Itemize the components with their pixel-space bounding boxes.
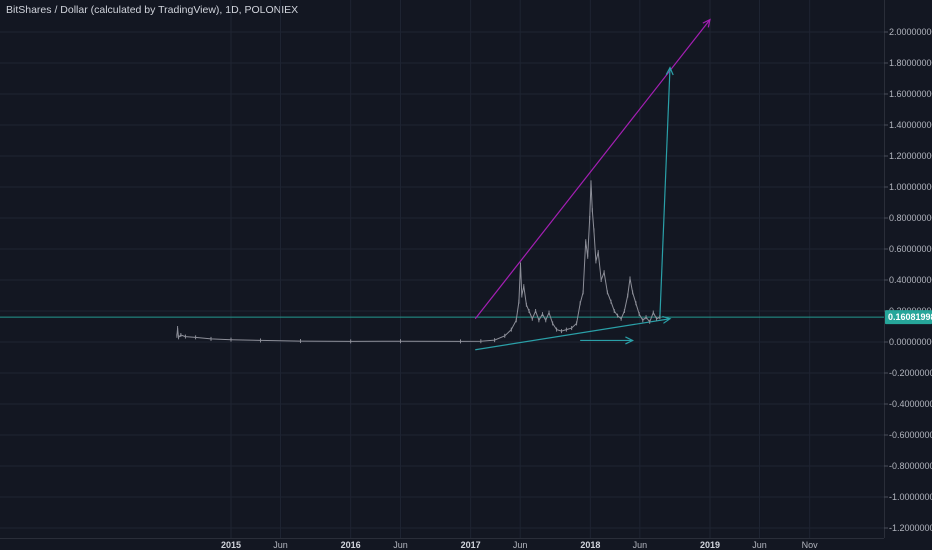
teal-horizontal-arrow[interactable] [580, 336, 635, 345]
price-series [176, 180, 661, 344]
y-tick-label: 1.00000000 [889, 182, 932, 192]
last-price-tag: 0.16081998 [885, 310, 932, 325]
x-tick-label: Jun [513, 540, 528, 550]
y-tick-label: 1.40000000 [889, 120, 932, 130]
x-tick-label: 2018 [580, 540, 600, 550]
y-tick-label: -0.60000000 [889, 430, 932, 440]
teal-support-arrow[interactable] [475, 315, 672, 351]
last-price-indicator: 0.16081998 [885, 310, 932, 325]
x-tick-label: 2016 [341, 540, 361, 550]
y-tick-label: -0.40000000 [889, 399, 932, 409]
y-tick-label: -1.00000000 [889, 492, 932, 502]
x-tick-label: 2017 [461, 540, 481, 550]
y-tick-label: 0.00000000 [889, 337, 932, 347]
chart-title: BitShares / Dollar (calculated by Tradin… [6, 4, 299, 16]
drawing-annotations[interactable] [474, 18, 711, 351]
y-tick-label: 1.20000000 [889, 151, 932, 161]
x-tick-label: Jun [273, 540, 288, 550]
y-tick-label: -0.20000000 [889, 368, 932, 378]
grid [0, 0, 884, 538]
time-axis[interactable]: 2015 Jun 2016 Jun 2017 Jun 2018 Jun 2019 Jun Nov [221, 540, 818, 550]
magenta-trendline-arrow[interactable] [474, 18, 711, 320]
y-tick-label: 0.40000000 [889, 275, 932, 285]
x-tick-label: 2019 [700, 540, 720, 550]
y-tick-label: -0.80000000 [889, 461, 932, 471]
x-tick-label: Jun [393, 540, 408, 550]
y-tick-label: 2.00000000 [889, 27, 932, 37]
teal-vertical-arrow[interactable] [659, 66, 674, 319]
x-tick-label: 2015 [221, 540, 241, 550]
y-tick-label: 1.60000000 [889, 89, 932, 99]
y-tick-label: 1.80000000 [889, 58, 932, 68]
y-tick-label: -1.20000000 [889, 523, 932, 533]
x-tick-label: Jun [752, 540, 767, 550]
price-axis[interactable]: 2.00000000 1.80000000 1.60000000 1.40000000… [884, 27, 932, 533]
x-tick-label: Jun [633, 540, 648, 550]
y-tick-label: 0.80000000 [889, 213, 932, 223]
y-tick-label: 0.60000000 [889, 244, 932, 254]
last-price-label: 0.16081998 [888, 312, 932, 322]
x-tick-label: Nov [802, 540, 819, 550]
